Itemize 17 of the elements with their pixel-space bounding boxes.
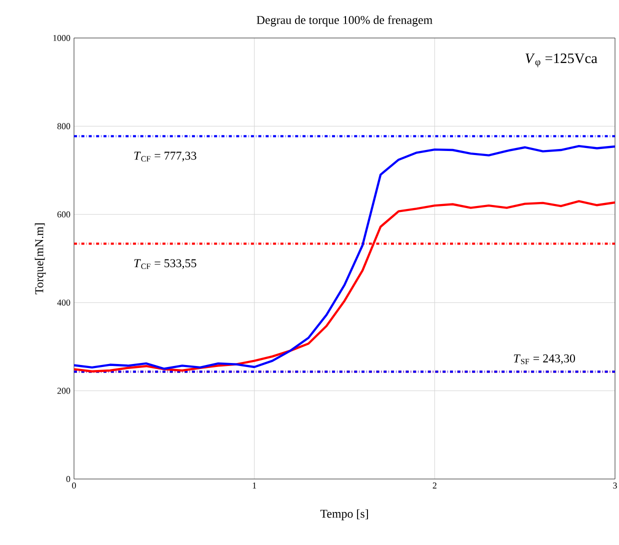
x-axis-title: Tempo [s] (320, 509, 368, 520)
y-tick-label: 800 (57, 123, 70, 130)
ref-line-label: T$_{SF}$ = 243,30 (514, 354, 576, 364)
ref-line-label: T$_{CF}$ = 533,55 (134, 259, 196, 270)
chart-title: Degrau de torque 100% de frenagem (256, 16, 432, 27)
x-tick-label: 1 (252, 482, 256, 488)
y-tick-label: 1000 (53, 34, 70, 42)
ref-line-label: T$_{CF}$ = 777,33 (134, 152, 196, 162)
x-tick-label: 2 (432, 482, 436, 488)
annotation: V$_{φ}$ =125Vca (526, 54, 598, 68)
y-tick-label: 600 (57, 211, 70, 218)
x-tick-label: 3 (613, 482, 617, 489)
y-tick-label: 400 (57, 300, 70, 306)
y-tick-label: 200 (57, 388, 70, 394)
y-tick-label: 0 (66, 476, 70, 482)
x-tick-label: 0 (72, 482, 76, 489)
y-axis-title: Torque[mN.m] (34, 223, 46, 294)
